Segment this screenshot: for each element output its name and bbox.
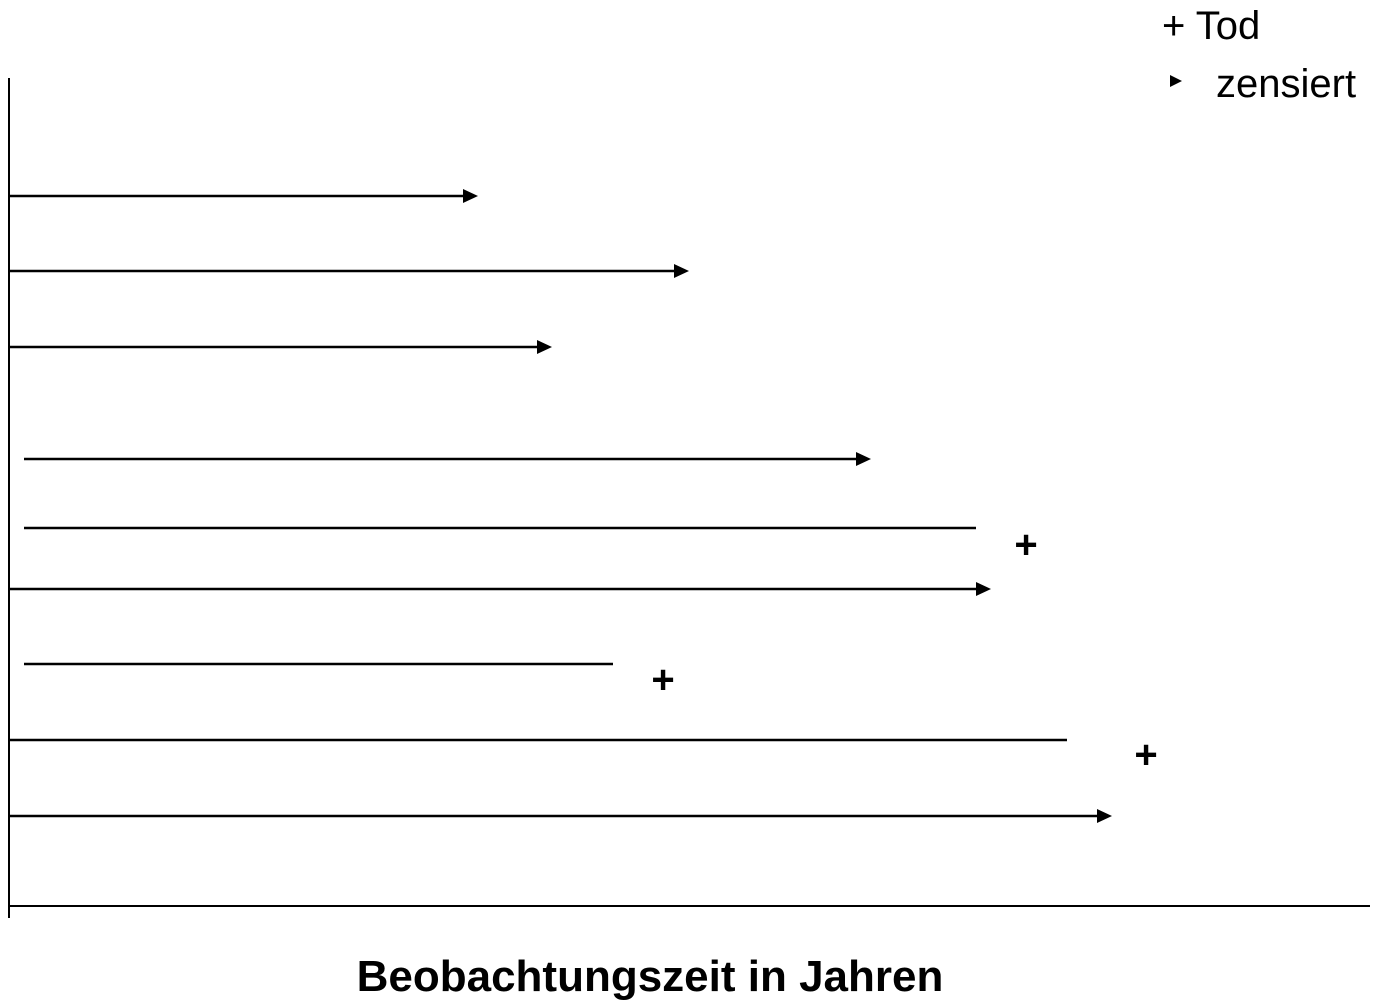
observation-row-2 xyxy=(9,264,689,278)
observation-row-6 xyxy=(9,582,991,596)
death-marker-icon: + xyxy=(651,658,674,702)
observation-row-4 xyxy=(24,452,871,466)
observation-row-7: + xyxy=(24,658,675,702)
legend-censored: zensiert xyxy=(1170,64,1356,104)
censored-arrowhead-icon xyxy=(674,264,689,278)
censored-arrowhead-icon xyxy=(1097,809,1112,823)
legend-death-label: + Tod xyxy=(1162,4,1261,48)
death-marker-icon: + xyxy=(1134,733,1157,777)
censored-arrowhead-icon xyxy=(856,452,871,466)
x-axis-label: Beobachtungszeit in Jahren xyxy=(356,952,944,1001)
censored-arrowhead-icon xyxy=(537,340,552,354)
death-marker-icon: + xyxy=(1014,523,1037,567)
censored-arrowhead-icon xyxy=(976,582,991,596)
censored-triangle-icon xyxy=(1170,75,1182,87)
observation-row-5: + xyxy=(24,523,1038,567)
observation-row-9 xyxy=(9,809,1112,823)
observation-rows: + + + xyxy=(9,189,1158,823)
observation-row-1 xyxy=(9,189,478,203)
observation-row-8: + xyxy=(9,733,1158,777)
legend-death: + Tod xyxy=(1162,6,1260,46)
observation-row-3 xyxy=(9,340,552,354)
legend-censored-label: zensiert xyxy=(1216,62,1357,106)
censored-arrowhead-icon xyxy=(463,189,478,203)
